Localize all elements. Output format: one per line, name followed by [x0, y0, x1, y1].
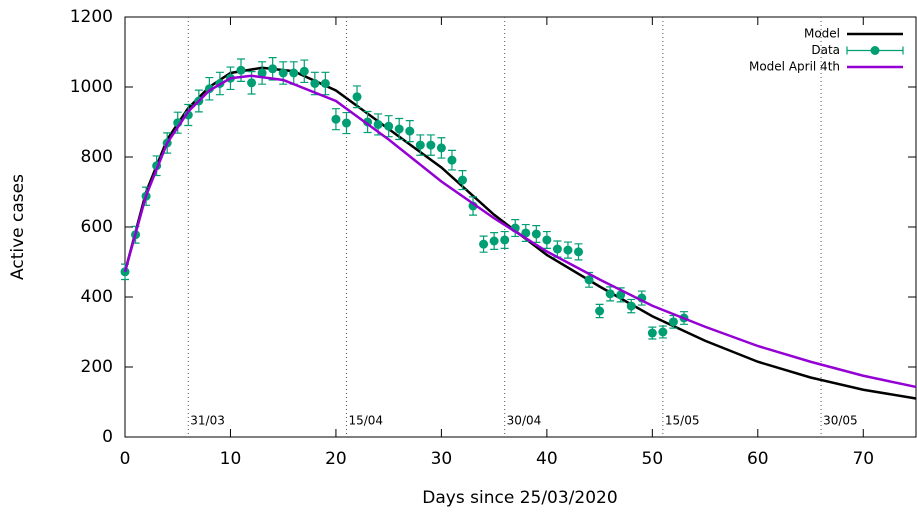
date-label: 15/04	[348, 414, 383, 428]
data-point	[426, 140, 436, 150]
data-point	[278, 68, 288, 78]
data-point	[331, 114, 341, 124]
data-point	[521, 228, 531, 238]
x-axis-label: Days since 25/03/2020	[422, 488, 617, 508]
data-point	[384, 121, 394, 131]
y-tick-label: 1200	[70, 7, 113, 27]
y-tick-label: 800	[81, 147, 113, 167]
data-point	[647, 328, 657, 338]
data-point	[236, 65, 246, 75]
data-point	[658, 327, 668, 337]
data-point	[500, 235, 510, 245]
data-point	[668, 317, 678, 327]
model-line	[123, 66, 917, 400]
x-tick-label: 20	[325, 449, 347, 469]
data-point	[479, 239, 489, 249]
data-point	[542, 235, 552, 245]
data-point	[310, 79, 320, 88]
data-point	[489, 236, 499, 246]
data-point	[626, 301, 636, 311]
x-tick-label: 60	[747, 449, 769, 469]
data-point	[373, 119, 383, 129]
y-axis-label: Active cases	[8, 174, 28, 280]
y-tick-label: 600	[81, 217, 113, 237]
y-tick-label: 0	[102, 427, 113, 447]
data-point	[299, 66, 309, 76]
x-tick-label: 50	[642, 449, 664, 469]
data-point	[341, 118, 351, 128]
data-point	[531, 229, 541, 239]
data-point	[415, 140, 425, 150]
legend-label: Model	[804, 27, 840, 41]
y-tick-label: 1000	[70, 77, 113, 97]
date-label: 31/03	[190, 414, 225, 428]
data-point	[457, 175, 467, 185]
data-point	[552, 244, 562, 254]
data-point	[436, 143, 446, 153]
data-point	[394, 124, 404, 134]
data-point	[584, 275, 594, 285]
legend-swatch	[870, 46, 880, 55]
data-point	[447, 155, 457, 165]
data-point	[563, 245, 573, 255]
x-tick-label: 30	[431, 449, 453, 469]
data-point	[289, 68, 299, 78]
date-label: 15/05	[665, 414, 700, 428]
y-tick-label: 200	[81, 357, 113, 377]
date-label: 30/04	[507, 414, 542, 428]
x-tick-label: 70	[852, 449, 874, 469]
data-point	[595, 306, 605, 316]
data-point	[247, 78, 257, 88]
legend-label: Data	[811, 43, 840, 57]
x-tick-label: 10	[220, 449, 242, 469]
y-tick-label: 400	[81, 287, 113, 307]
data-point	[616, 290, 626, 300]
data-point	[257, 68, 267, 78]
x-tick-label: 0	[120, 449, 131, 469]
data-point	[352, 92, 362, 102]
date-label: 30/05	[823, 414, 858, 428]
data-point	[268, 64, 278, 74]
x-tick-label: 40	[536, 449, 558, 469]
model-line	[123, 74, 917, 389]
data-point	[320, 79, 330, 88]
data-point	[405, 126, 415, 136]
data-point	[605, 289, 615, 299]
data-point	[574, 247, 584, 257]
legend-label: Model April 4th	[749, 60, 840, 74]
